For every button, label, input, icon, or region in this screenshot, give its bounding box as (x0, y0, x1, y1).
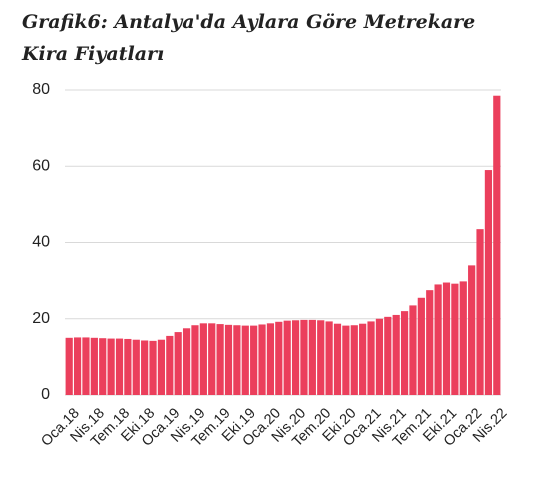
bar (115, 338, 124, 395)
bar (325, 321, 333, 395)
bar (99, 338, 107, 395)
bar (342, 325, 350, 395)
bar (132, 339, 140, 395)
chart-title: Grafik6: Antalya'da Aylara Göre Metrekar… (22, 11, 476, 65)
y-tick-label: 40 (32, 234, 50, 251)
bar (149, 340, 157, 395)
y-tick-label: 80 (32, 81, 50, 98)
bar (300, 319, 308, 395)
bar (157, 339, 166, 395)
y-tick-label: 20 (32, 310, 50, 327)
bar (124, 338, 132, 395)
bar (174, 332, 182, 395)
bar (359, 323, 367, 395)
bar (191, 325, 199, 395)
bar (82, 337, 90, 395)
bar (493, 95, 501, 395)
bar (434, 284, 442, 395)
bar (442, 282, 451, 395)
bar (367, 321, 375, 395)
bar (73, 337, 82, 395)
bar (400, 311, 409, 395)
bar (426, 290, 434, 395)
bar (308, 319, 316, 395)
bar (459, 281, 467, 395)
bar (275, 321, 283, 395)
y-tick-label: 60 (32, 157, 50, 174)
bar (141, 340, 149, 395)
bar (392, 314, 400, 395)
bar (384, 316, 392, 395)
bar (216, 324, 224, 395)
bar (241, 325, 249, 395)
bar (224, 324, 233, 395)
bar (233, 325, 241, 395)
bar (208, 323, 216, 395)
bar (199, 323, 207, 395)
bar (409, 305, 417, 395)
bar (258, 324, 266, 395)
bar (90, 337, 98, 395)
bar (250, 325, 258, 395)
bar (182, 328, 191, 395)
bar (65, 337, 73, 395)
bar (317, 320, 325, 395)
bar (417, 297, 425, 395)
bar (266, 323, 275, 395)
bar (107, 338, 115, 395)
bar (484, 170, 493, 395)
bar (468, 265, 476, 395)
bar (451, 283, 459, 395)
bar (291, 320, 300, 395)
bar (350, 325, 358, 395)
bar (283, 320, 291, 395)
bar (476, 229, 484, 395)
y-tick-label: 0 (41, 386, 50, 403)
bar (166, 335, 174, 395)
bar (333, 323, 342, 395)
bar (375, 318, 384, 395)
